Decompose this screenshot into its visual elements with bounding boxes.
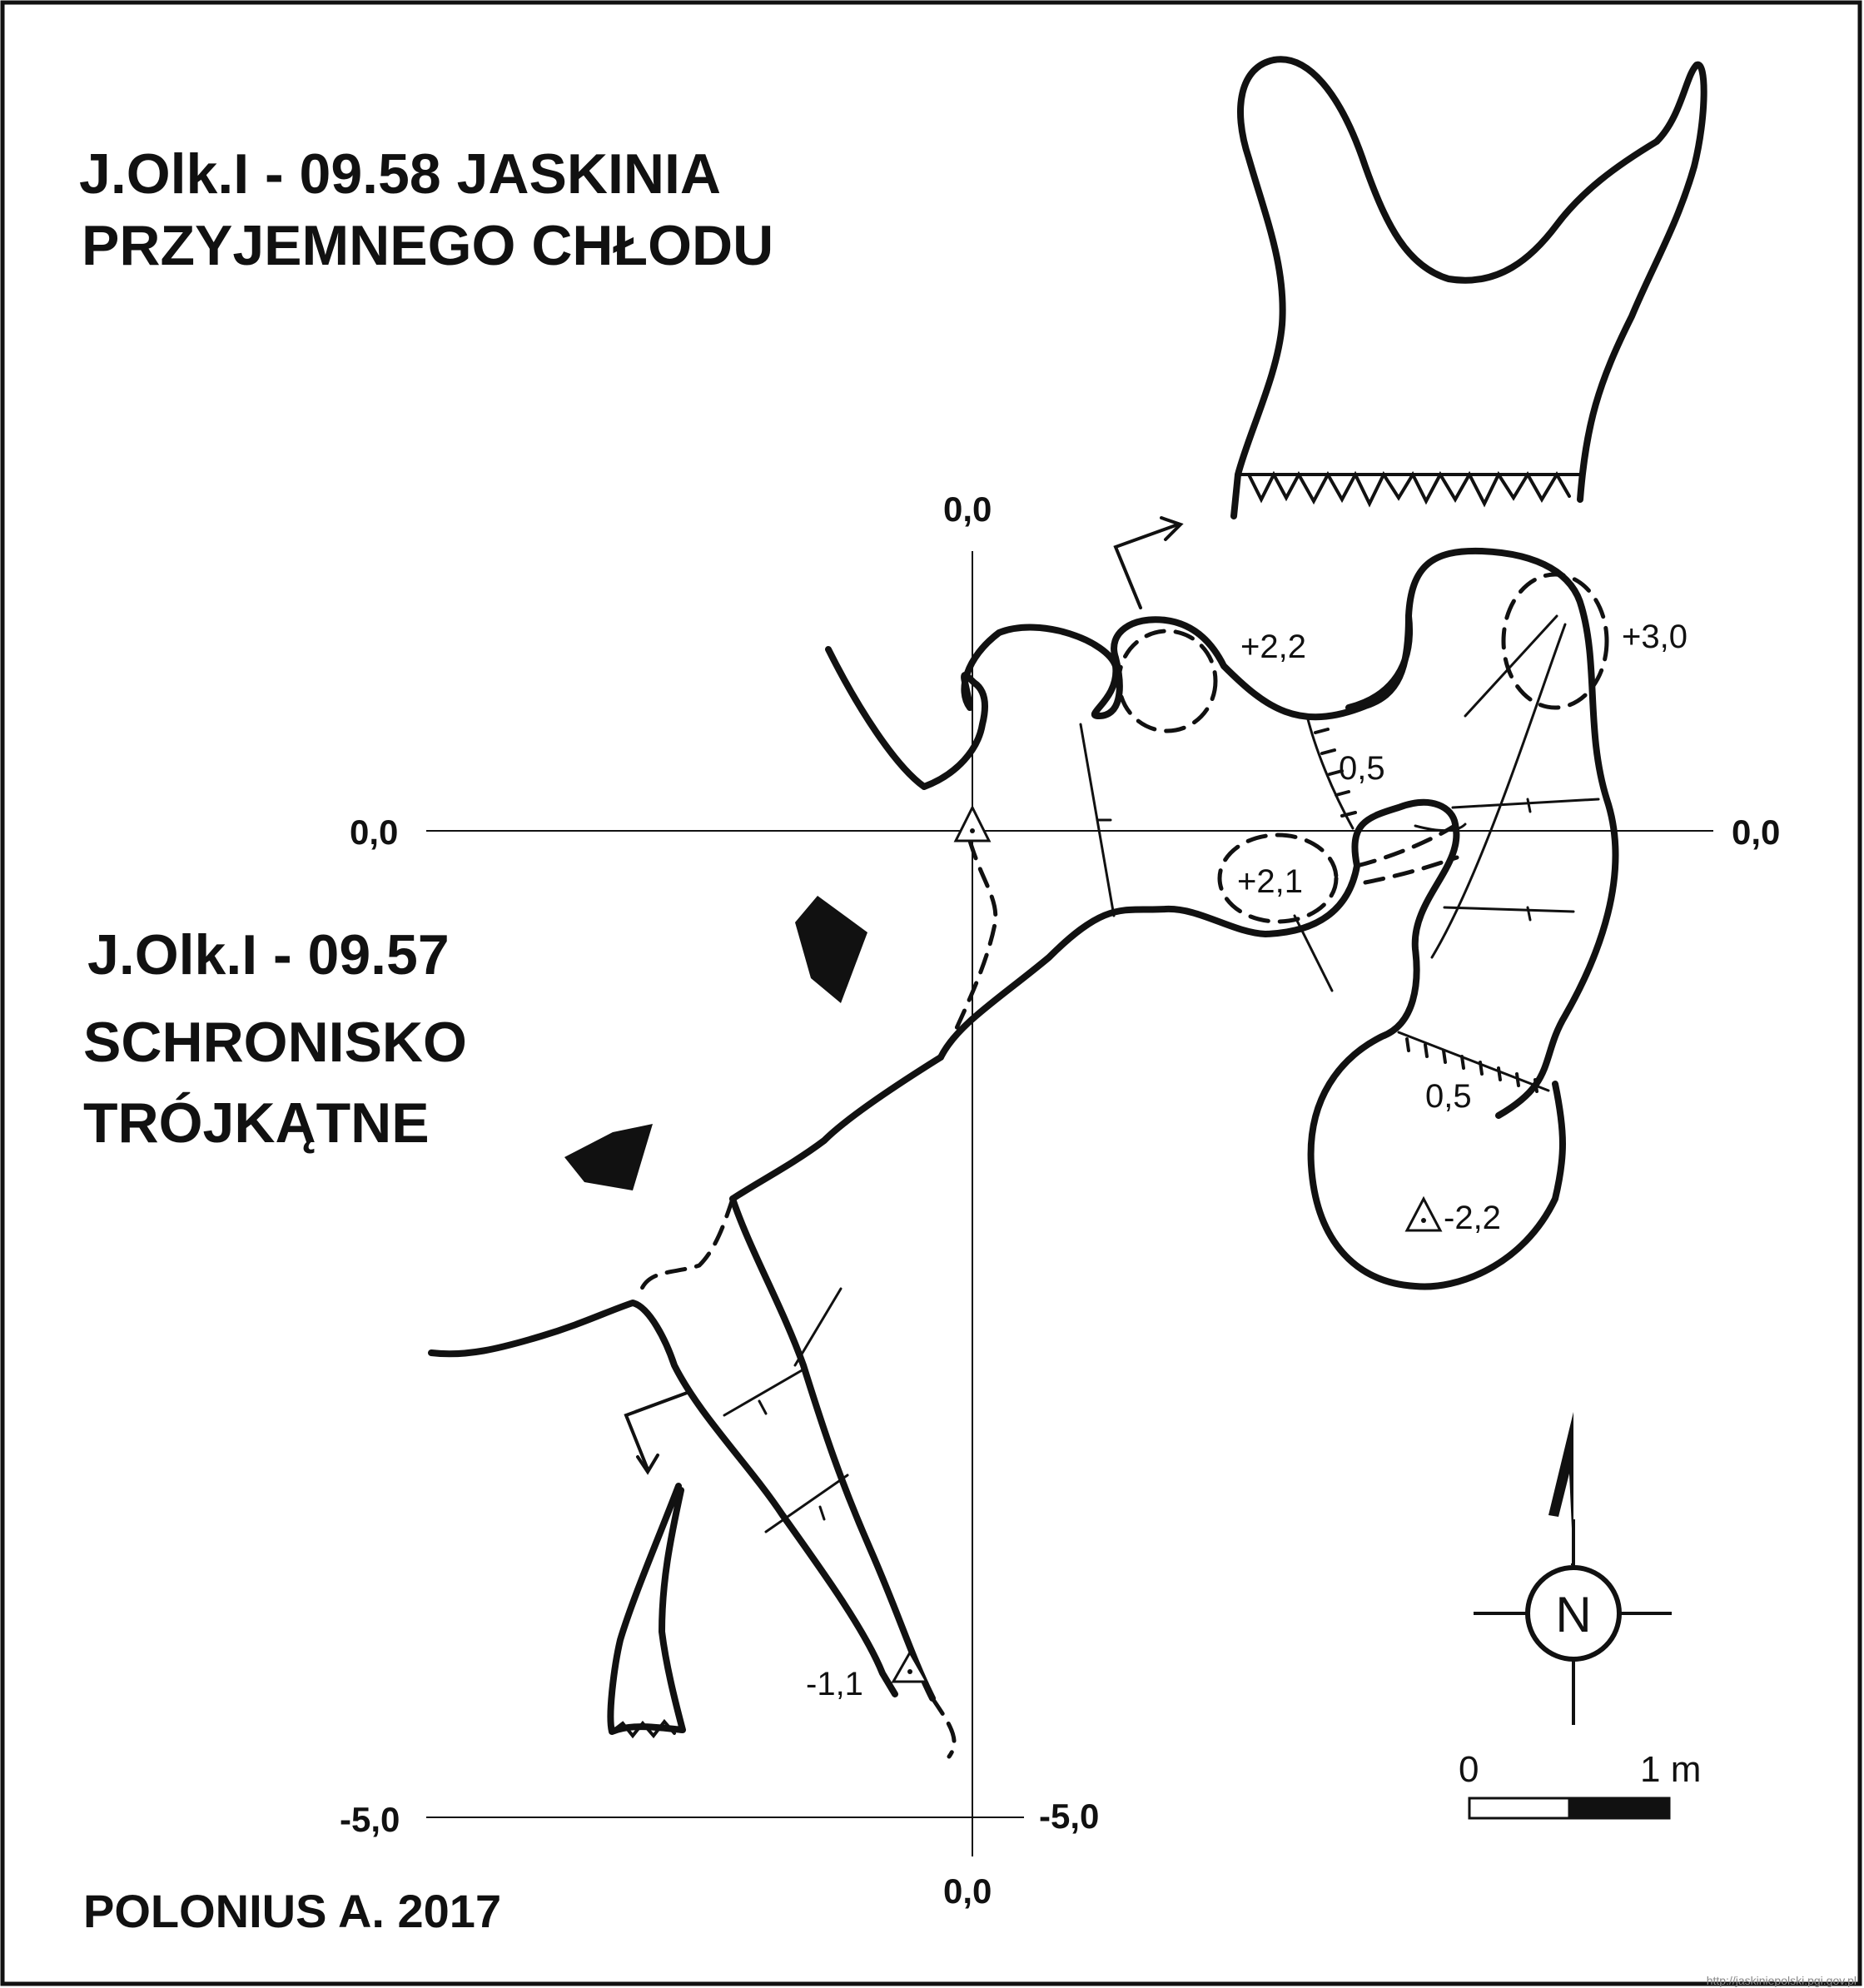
scale-label-zero: 0 <box>1459 1749 1479 1790</box>
entrance-arrow-58 <box>795 896 867 1003</box>
dashed-entrance-57-lower <box>639 1196 735 1293</box>
title-cave-57-line1: J.Olk.I - 09.57 <box>87 923 450 987</box>
niche-plus30 <box>1501 572 1609 710</box>
cave-58-wall-passage <box>729 1054 944 1202</box>
continuation-arrow-top <box>1113 523 1180 609</box>
cave-57-wall-left <box>428 1300 898 1697</box>
height-mark-plus30: +3,0 <box>1622 619 1688 655</box>
height-mark-05-upper: 0,5 <box>1339 750 1385 787</box>
slope-hatch-05-upper <box>1314 728 1357 818</box>
title-cave-58-line2: PRZYJEMNEGO CHŁODU <box>82 214 773 277</box>
height-mark-minus22: -2,2 <box>1444 1200 1501 1236</box>
survey-station-zero <box>953 804 992 842</box>
cave-58-wall-upper <box>825 547 1619 1119</box>
grid-label-left: 0,0 <box>350 813 398 852</box>
source-watermark: http://jaskiniepolski.pgi.gov.pl <box>1707 1974 1857 1987</box>
scale-bar: 0 1 m <box>1459 1749 1701 1820</box>
height-mark-05-lower: 0,5 <box>1425 1078 1472 1115</box>
north-label: N <box>1555 1587 1591 1643</box>
section-ticks <box>758 798 1532 1521</box>
continuation-arrow-left-head <box>636 1454 659 1475</box>
cave-57-wall-right <box>729 1195 936 1702</box>
survey-station-minus11 <box>891 1649 929 1683</box>
grid-label-top: 0,0 <box>943 490 992 529</box>
slope-hatch-05-lower <box>1405 1037 1538 1093</box>
grid-label-bottom-left: -5,0 <box>340 1800 400 1839</box>
height-mark-plus21: +2,1 <box>1237 863 1303 900</box>
niche-plus21 <box>1217 832 1339 924</box>
continuation-arrow-top-head <box>1160 516 1184 541</box>
grid-label-right: 0,0 <box>1732 813 1780 852</box>
entrance-arrow-57 <box>564 1124 653 1190</box>
grid-label-bottom: 0,0 <box>943 1871 992 1911</box>
cave-57-side-passage <box>607 1483 686 1735</box>
dashed-end-57 <box>930 1696 957 1759</box>
cave-58-wall-pocket <box>1345 613 1414 711</box>
cross-section-profile <box>1230 56 1707 519</box>
compass-circle-icon <box>1525 1565 1622 1662</box>
continuation-arrow-left <box>624 1390 691 1471</box>
title-cave-58-line1: J.Olk.I - 09.58 JASKINIA <box>79 142 721 206</box>
survey-station-minus22 <box>1404 1195 1443 1232</box>
north-needle-icon <box>1548 1412 1573 1565</box>
dashed-connector <box>1355 822 1459 885</box>
height-mark-minus11: -1,1 <box>806 1666 863 1702</box>
height-mark-plus22: +2,2 <box>1240 629 1306 665</box>
grid-label-bottom-right: -5,0 <box>1039 1797 1099 1836</box>
north-arrow: N <box>1474 1412 1672 1725</box>
niche-plus22 <box>1116 629 1218 733</box>
cave-57-side-passage-floor <box>610 1718 676 1739</box>
title-cave-57-line3: TRÓJKĄTNE <box>83 1091 430 1155</box>
title-cave-57-line2: SCHRONISKO <box>83 1011 467 1074</box>
cross-section-floor <box>1239 470 1582 508</box>
scale-label-one-meter: 1 m <box>1640 1749 1701 1790</box>
author-credit: POLONIUS A. 2017 <box>83 1885 501 1937</box>
dashed-entrance-57 <box>947 838 998 1047</box>
section-lines <box>723 614 1600 1533</box>
